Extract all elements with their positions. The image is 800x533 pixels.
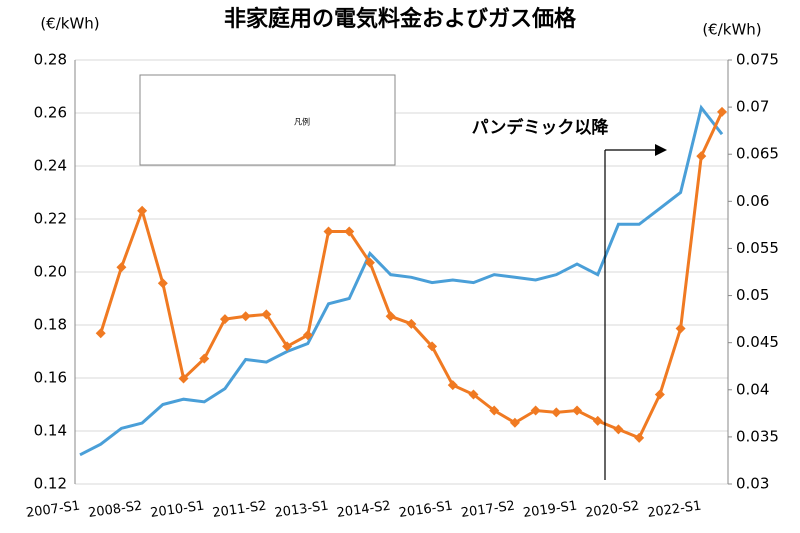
point-marker <box>572 405 583 416</box>
x-tick-label: 2019-S1 <box>522 499 578 521</box>
y-tick-label: 0.14 <box>34 422 67 440</box>
point-marker <box>385 311 396 322</box>
x-tick-label: 2022-S1 <box>646 499 702 521</box>
y-tick-label: 0.22 <box>34 210 67 228</box>
y2-tick-label: 0.035 <box>736 427 779 445</box>
legend-box <box>139 74 396 166</box>
point-marker <box>613 424 624 435</box>
point-marker <box>323 226 334 237</box>
x-tick-label: 2007-S1 <box>25 499 81 521</box>
point-marker <box>261 309 272 320</box>
y-tick-label: 0.28 <box>34 51 67 69</box>
y2-tick-label: 0.05 <box>736 286 769 304</box>
point-marker <box>634 432 645 443</box>
arrow-head <box>655 144 667 156</box>
point-marker <box>219 314 230 325</box>
series-line <box>79 104 724 457</box>
point-marker <box>717 106 727 117</box>
annotation: パンデミック以降 <box>472 117 610 138</box>
point-marker <box>302 330 313 341</box>
point-marker <box>157 278 168 289</box>
point-marker <box>137 205 148 216</box>
y-tick-label: 0.18 <box>34 316 67 334</box>
y2-tick-label: 0.06 <box>736 192 769 210</box>
y-tick-label: 0.16 <box>34 369 67 387</box>
point-marker <box>427 341 438 352</box>
y2-axis-label: (€/kWh) <box>702 21 761 39</box>
y2-tick-label: 0.065 <box>736 145 779 163</box>
point-marker <box>240 311 251 322</box>
point-marker <box>364 257 375 268</box>
point-marker <box>654 389 665 400</box>
x-tick-label: 2014-S2 <box>336 499 392 521</box>
y2-tick-label: 0.04 <box>736 380 769 398</box>
point-marker <box>592 415 603 426</box>
legend-title: 凡例 <box>294 117 310 127</box>
point-marker <box>344 226 355 237</box>
point-marker <box>116 262 127 273</box>
point-marker <box>530 405 541 416</box>
y-tick-label: 0.20 <box>34 263 67 281</box>
point-marker <box>675 323 686 334</box>
point-marker <box>489 405 500 416</box>
y2-tick-label: 0.07 <box>736 98 769 116</box>
point-marker <box>178 373 189 384</box>
y-tick-label: 0.12 <box>34 475 67 493</box>
y2-tick-label: 0.03 <box>736 475 769 493</box>
y-axis-label: (€/kWh) <box>40 15 99 33</box>
x-tick-label: 2010-S1 <box>149 499 205 521</box>
x-tick-label: 2013-S1 <box>274 499 330 521</box>
x-tick-label: 2016-S1 <box>398 499 454 521</box>
point-marker <box>199 353 210 364</box>
y-tick-label: 0.26 <box>34 104 67 122</box>
point-marker <box>551 407 562 418</box>
point-marker <box>406 318 417 329</box>
point-marker <box>282 341 293 352</box>
point-marker <box>509 417 520 428</box>
x-tick-label: 2017-S2 <box>460 499 516 521</box>
x-tick-label: 2008-S2 <box>87 499 143 521</box>
chart-title: 非家庭用の電気料金およびガス価格 <box>224 6 577 32</box>
x-tick-label: 2020-S2 <box>584 499 640 521</box>
x-tick-label: 2011-S2 <box>212 499 268 521</box>
point-marker <box>468 389 479 400</box>
point-marker <box>95 328 106 339</box>
y2-tick-label: 0.055 <box>736 239 779 257</box>
y2-tick-label: 0.075 <box>736 51 779 69</box>
point-marker <box>447 380 458 391</box>
y-tick-label: 0.24 <box>34 157 67 175</box>
y2-tick-label: 0.045 <box>736 333 779 351</box>
point-marker <box>696 151 707 162</box>
